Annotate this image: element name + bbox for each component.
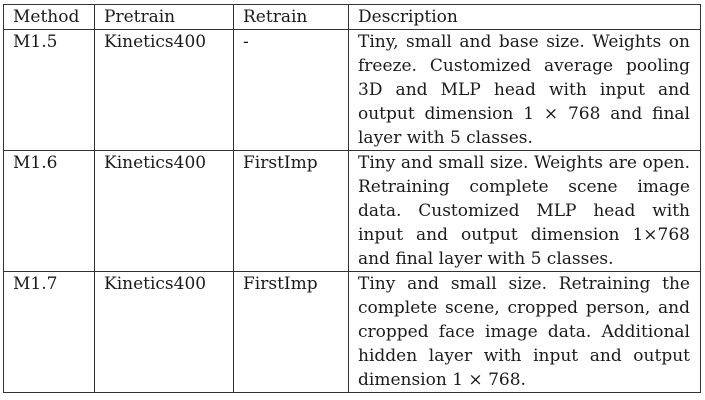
cell-retrain: FirstImp — [233, 150, 349, 272]
header-description: Description — [348, 4, 701, 30]
cell-method: M1.5 — [3, 29, 95, 151]
cell-method: M1.7 — [3, 271, 95, 393]
table-row: M1.6 Kinetics400 FirstImp Tiny and small… — [3, 150, 701, 272]
cell-pretrain: Kinetics400 — [94, 271, 234, 393]
cell-description: Tiny, small and base size. Weights on fr… — [348, 29, 701, 151]
cell-retrain: FirstImp — [233, 271, 349, 393]
table-row: M1.7 Kinetics400 FirstImp Tiny and small… — [3, 271, 701, 393]
cell-retrain: - — [233, 29, 349, 151]
header-pretrain: Pretrain — [94, 4, 234, 30]
table-row: M1.5 Kinetics400 - Tiny, small and base … — [3, 29, 701, 151]
cell-method: M1.6 — [3, 150, 95, 272]
header-row: Method Pretrain Retrain Description — [3, 4, 701, 30]
methods-table: Method Pretrain Retrain Description M1.5… — [3, 4, 701, 393]
cell-description: Tiny and small size. Retraining the comp… — [348, 271, 701, 393]
header-method: Method — [3, 4, 95, 30]
header-retrain: Retrain — [233, 4, 349, 30]
cell-pretrain: Kinetics400 — [94, 150, 234, 272]
table-body: M1.5 Kinetics400 - Tiny, small and base … — [3, 29, 701, 393]
cell-description: Tiny and small size. Weights are open. R… — [348, 150, 701, 272]
cell-pretrain: Kinetics400 — [94, 29, 234, 151]
table-header: Method Pretrain Retrain Description — [3, 4, 701, 30]
